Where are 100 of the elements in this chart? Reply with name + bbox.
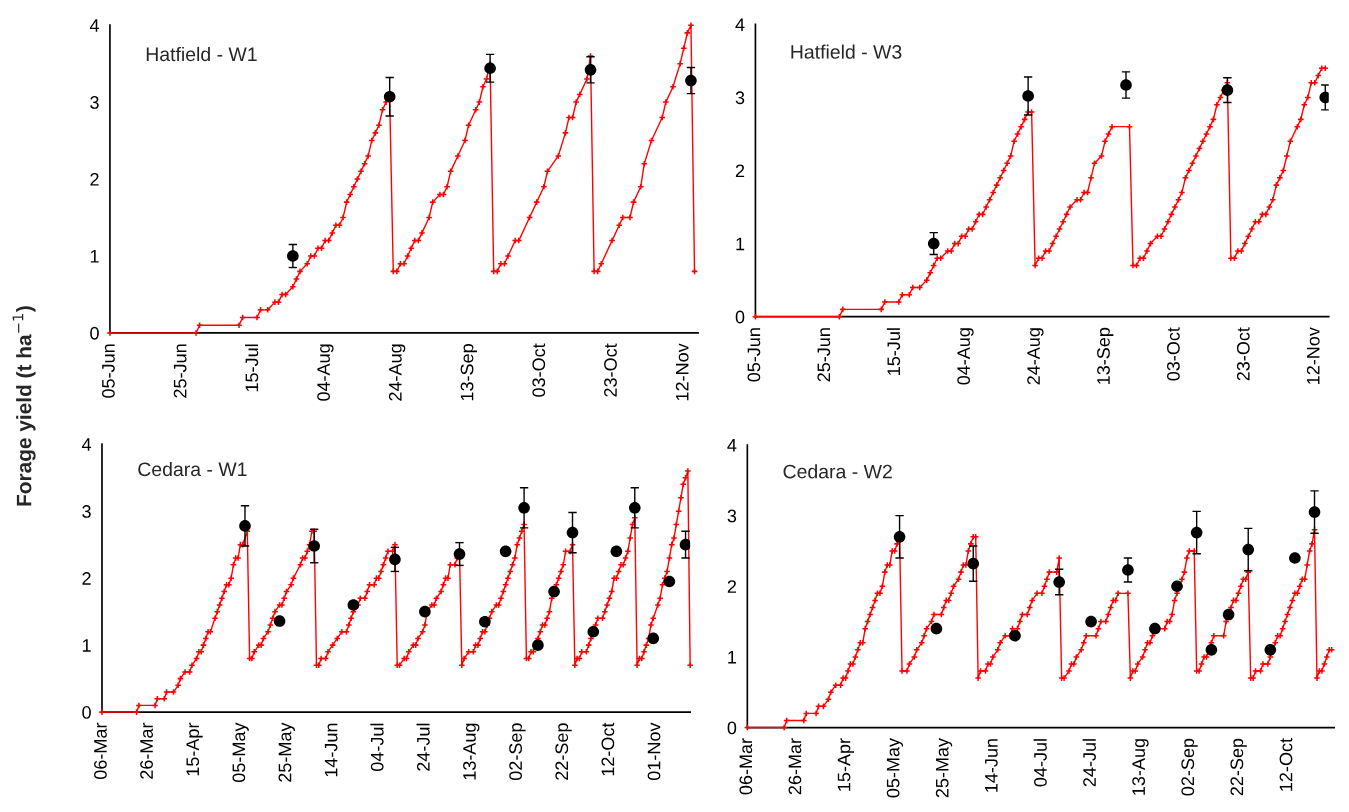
x-tick-label: 12-Oct	[601, 722, 615, 776]
x-tick-label: 15-Apr	[186, 722, 203, 776]
x-tick-label: 15-Jul	[886, 328, 901, 375]
point	[484, 62, 496, 75]
x-tick-label: 24-Aug	[1027, 328, 1044, 385]
point	[663, 575, 676, 588]
x-tick-label: 23-Oct	[604, 343, 617, 397]
x-tick-label: 15-Apr	[837, 738, 854, 791]
point	[383, 90, 396, 103]
x-tick-label: 13-Sep	[1097, 327, 1114, 384]
x-tick-label: 25-May	[278, 722, 295, 782]
point	[679, 538, 691, 551]
x-tick-label: 12-Nov	[675, 343, 689, 401]
point	[287, 250, 299, 262]
point	[1190, 526, 1203, 539]
x-tick-label: 05-Jun	[747, 328, 761, 382]
point	[1205, 644, 1218, 656]
point	[685, 74, 697, 87]
y-tick-label: 3	[727, 509, 737, 523]
point	[1264, 644, 1277, 656]
point	[1171, 580, 1183, 593]
text: Cedara - W1	[138, 461, 247, 477]
y-axis-title: Forage yield (t ha$^{−1}$)	[12, 306, 36, 506]
y-tick-label: 1	[82, 639, 91, 652]
x-tick-label: 25-Jun	[817, 328, 831, 382]
x-tick-label: 22-Sep	[1230, 738, 1247, 796]
x-tick-label: 05-May	[886, 738, 904, 798]
y-tick-label: 4	[735, 18, 745, 31]
point	[610, 545, 623, 558]
x-tick-label: 12-Oct	[1279, 738, 1293, 791]
point	[453, 548, 466, 560]
x-tick-label: 25-Jun	[173, 344, 187, 398]
x-tick-label: 13-Aug	[1132, 739, 1149, 795]
x-tick-label: 26-Mar	[788, 738, 802, 795]
x-tick-label: 06-Mar	[94, 722, 107, 780]
y-tick-label: 2	[727, 580, 737, 593]
y-tick-label: 2	[82, 572, 91, 585]
x-tick-label: 04-Aug	[317, 344, 334, 401]
text: Hatfield - W3	[791, 44, 902, 59]
x-tick-label: 13-Sep	[460, 344, 477, 401]
point	[1221, 84, 1234, 96]
x-tick-label: 04-Aug	[957, 328, 974, 385]
point	[1009, 629, 1021, 642]
point	[239, 520, 251, 532]
point	[1308, 506, 1321, 518]
point	[1022, 90, 1034, 102]
x-tick-label: 22-Sep	[555, 723, 572, 780]
point	[967, 557, 980, 570]
point	[628, 501, 641, 514]
x-tick-label: 14-Jun	[324, 723, 338, 777]
point	[1053, 576, 1065, 588]
point	[273, 615, 286, 627]
point	[1289, 552, 1301, 564]
point	[308, 540, 320, 552]
point	[347, 599, 360, 611]
x-tick-label: 24-Aug	[388, 344, 406, 401]
x-tick-label: 12-Nov	[1306, 327, 1320, 384]
point	[566, 526, 579, 539]
y-tick-label: 0	[82, 706, 91, 719]
point	[389, 553, 401, 566]
x-tick-label: 01-Nov	[647, 722, 661, 781]
x-tick-label: 04-Jul	[370, 723, 384, 772]
y-tick-label: 4	[81, 438, 92, 451]
y-tick-label: 0	[727, 721, 737, 735]
point	[419, 605, 431, 618]
x-tick-label: 03-Oct	[532, 343, 546, 397]
y-tick-label: 1	[728, 651, 737, 664]
point	[1319, 91, 1329, 104]
y-tick-label: 4	[727, 439, 737, 452]
point	[1085, 615, 1097, 628]
point	[1120, 79, 1132, 91]
y-tick-label: 4	[89, 19, 99, 32]
point	[930, 622, 943, 635]
x-tick-label: 03-Oct	[1167, 327, 1180, 381]
x-tick-label: 05-May	[232, 722, 249, 783]
point	[584, 63, 597, 76]
point	[518, 501, 530, 514]
x-tick-label: 23-Oct	[1236, 327, 1250, 381]
point	[1242, 543, 1255, 556]
point	[532, 639, 544, 651]
x-tick-label: 05-Jun	[102, 344, 115, 398]
x-tick-label: 06-Mar	[739, 738, 753, 795]
x-tick-label: 14-Jun	[985, 739, 998, 792]
y-tick-label: 1	[90, 250, 99, 263]
point	[1122, 564, 1134, 576]
point	[499, 545, 512, 558]
point	[647, 632, 660, 645]
point	[927, 237, 940, 250]
y-tick-label: 0	[735, 310, 745, 324]
y-tick-label: 3	[82, 505, 91, 518]
x-tick-label: 15-Jul	[244, 344, 259, 392]
y-tick-label: 0	[90, 326, 99, 340]
text: Hatfield - W1	[146, 46, 257, 62]
x-tick-label: 02-Sep	[509, 723, 526, 781]
x-tick-label: 24-Jul	[1082, 739, 1096, 787]
y-tick-label: 2	[90, 172, 99, 186]
x-tick-label: 04-Jul	[1033, 739, 1047, 787]
y-tick-label: 3	[735, 91, 745, 105]
y-tick-label: 2	[735, 164, 745, 178]
y-tick-label: 1	[736, 237, 745, 251]
